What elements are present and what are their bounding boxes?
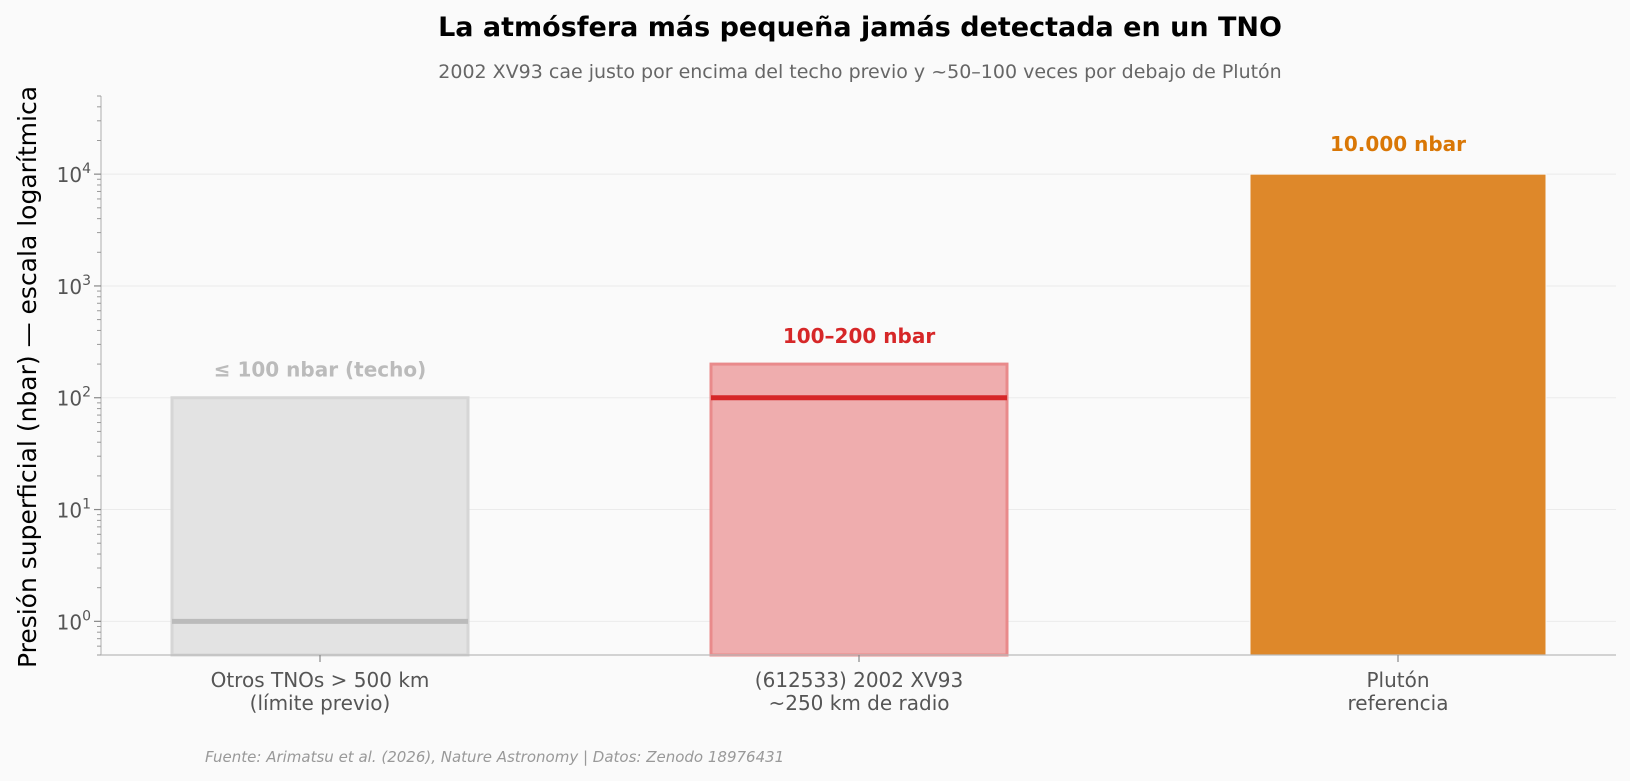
bar-value-label: 100–200 nbar: [783, 324, 936, 348]
x-tick-sublabel: referencia: [1347, 691, 1448, 715]
x-tick-sublabel: ~250 km de radio: [768, 691, 949, 715]
y-tick-label: 102: [57, 385, 91, 411]
bar-value-label: 10.000 nbar: [1330, 132, 1466, 156]
y-tick-label: 104: [57, 161, 91, 187]
bar-range: [709, 362, 1009, 657]
bar-value: [1249, 173, 1547, 656]
chart-title: La atmósfera más pequeña jamás detectada…: [438, 12, 1282, 43]
y-axis-label: Presión superficial (nbar) — escala loga…: [13, 86, 42, 668]
bar-value-label: ≤ 100 nbar (techo): [214, 358, 427, 382]
x-tick-label: (612533) 2002 XV93: [755, 668, 963, 692]
axes: 100 101 102 103 104 Otros TNOs > 500 km(límit…: [57, 95, 1616, 715]
bars: ≤ 100 nbar (techo) 100–200 nbar 10.000 nba…: [170, 132, 1547, 657]
chart-subtitle: 2002 XV93 cae justo por encima del techo…: [438, 61, 1282, 83]
bar-upper-limit: [170, 396, 470, 657]
x-tick-label: Plutón: [1366, 668, 1429, 692]
x-tick-label: Otros TNOs > 500 km: [211, 668, 430, 692]
x-tick-sublabel: (límite previo): [250, 691, 391, 715]
y-tick-label: 100: [57, 608, 91, 634]
source-note: Fuente: Arimatsu et al. (2026), Nature A…: [205, 748, 785, 766]
y-tick-label: 103: [57, 273, 91, 299]
y-tick-label: 101: [57, 497, 91, 523]
